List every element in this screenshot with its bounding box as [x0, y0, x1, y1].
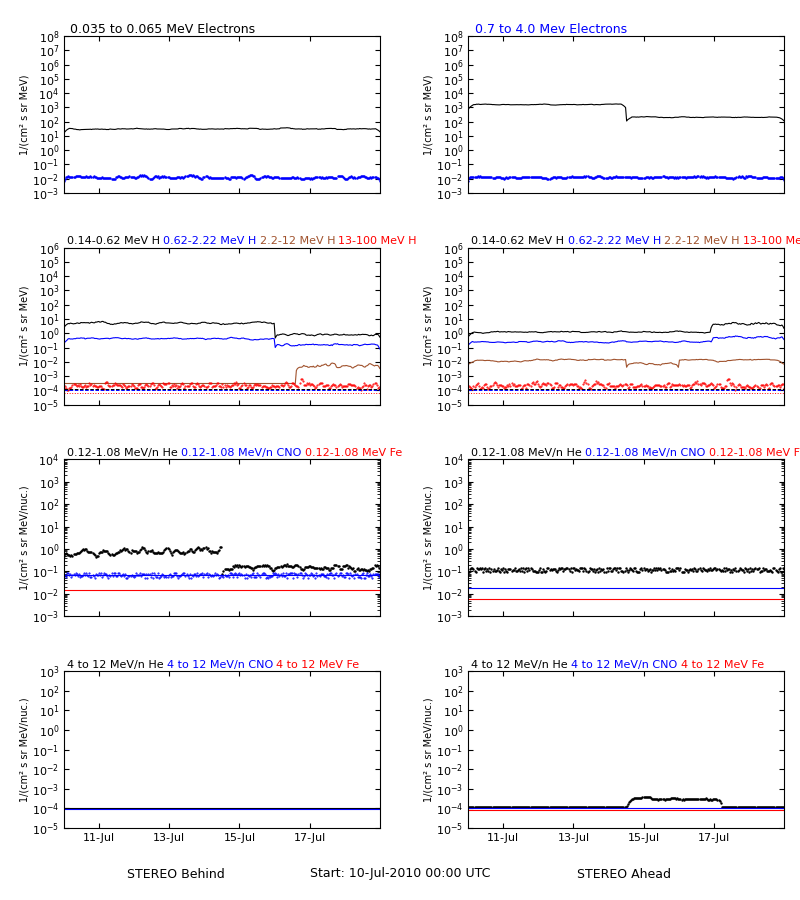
- Y-axis label: 1/(cm² s sr MeV/nuc.): 1/(cm² s sr MeV/nuc.): [19, 698, 29, 802]
- Text: STEREO Ahead: STEREO Ahead: [577, 868, 671, 880]
- Text: 0.035 to 0.065 MeV Electrons: 0.035 to 0.065 MeV Electrons: [70, 23, 255, 36]
- Text: 4 to 12 MeV Fe: 4 to 12 MeV Fe: [276, 660, 359, 670]
- Text: 13-100 MeV H: 13-100 MeV H: [742, 236, 800, 247]
- Y-axis label: 1/(cm² s sr MeV/nuc.): 1/(cm² s sr MeV/nuc.): [423, 485, 434, 590]
- Text: 0.12-1.08 MeV/n He: 0.12-1.08 MeV/n He: [67, 448, 178, 458]
- Y-axis label: 1/(cm² s sr MeV/nuc.): 1/(cm² s sr MeV/nuc.): [19, 485, 30, 590]
- Text: 2.2-12 MeV H: 2.2-12 MeV H: [260, 236, 335, 247]
- Text: 0.12-1.08 MeV/n CNO: 0.12-1.08 MeV/n CNO: [181, 448, 302, 458]
- Text: 4 to 12 MeV/n CNO: 4 to 12 MeV/n CNO: [167, 660, 273, 670]
- Text: 4 to 12 MeV/n He: 4 to 12 MeV/n He: [471, 660, 568, 670]
- Y-axis label: 1/(cm² s sr MeV/nuc.): 1/(cm² s sr MeV/nuc.): [423, 698, 434, 802]
- Text: 4 to 12 MeV Fe: 4 to 12 MeV Fe: [681, 660, 764, 670]
- Text: 0.12-1.08 MeV Fe: 0.12-1.08 MeV Fe: [709, 448, 800, 458]
- Text: 4 to 12 MeV/n CNO: 4 to 12 MeV/n CNO: [571, 660, 678, 670]
- Text: 0.7 to 4.0 Mev Electrons: 0.7 to 4.0 Mev Electrons: [474, 23, 626, 36]
- Text: 0.14-0.62 MeV H: 0.14-0.62 MeV H: [471, 236, 564, 247]
- Text: 0.12-1.08 MeV/n He: 0.12-1.08 MeV/n He: [471, 448, 582, 458]
- Y-axis label: 1/(cm² s sr MeV): 1/(cm² s sr MeV): [19, 286, 29, 366]
- Text: Start: 10-Jul-2010 00:00 UTC: Start: 10-Jul-2010 00:00 UTC: [310, 868, 490, 880]
- Text: 0.14-0.62 MeV H: 0.14-0.62 MeV H: [67, 236, 160, 247]
- Text: 2.2-12 MeV H: 2.2-12 MeV H: [664, 236, 739, 247]
- Text: 0.62-2.22 MeV H: 0.62-2.22 MeV H: [163, 236, 257, 247]
- Y-axis label: 1/(cm² s sr MeV): 1/(cm² s sr MeV): [19, 74, 30, 155]
- Text: 13-100 MeV H: 13-100 MeV H: [338, 236, 417, 247]
- Text: 0.62-2.22 MeV H: 0.62-2.22 MeV H: [567, 236, 661, 247]
- Text: 4 to 12 MeV/n He: 4 to 12 MeV/n He: [67, 660, 164, 670]
- Text: 0.12-1.08 MeV/n CNO: 0.12-1.08 MeV/n CNO: [586, 448, 706, 458]
- Text: STEREO Behind: STEREO Behind: [127, 868, 225, 880]
- Y-axis label: 1/(cm² s sr MeV): 1/(cm² s sr MeV): [423, 286, 434, 366]
- Text: 0.12-1.08 MeV Fe: 0.12-1.08 MeV Fe: [305, 448, 402, 458]
- Y-axis label: 1/(cm² s sr MeV): 1/(cm² s sr MeV): [423, 74, 434, 155]
